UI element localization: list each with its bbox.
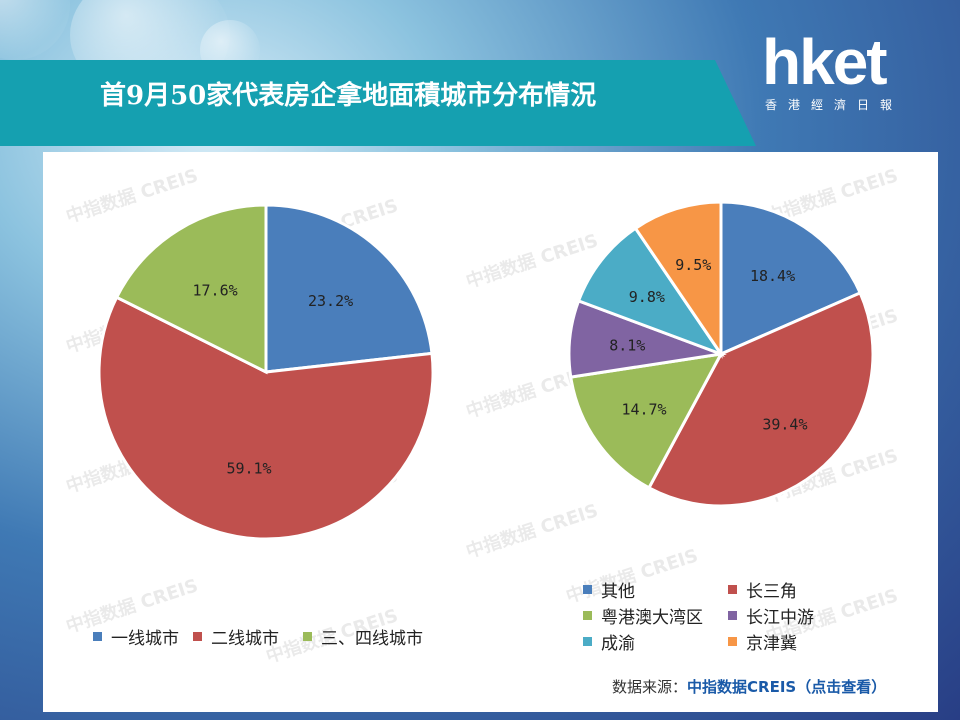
legend-swatch	[583, 611, 592, 620]
legend-swatch	[728, 585, 737, 594]
legend-item: 京津冀	[728, 629, 797, 654]
pie-charts: 23.2% 59.1% 17.6% 18.4% 39.4% 14.7% 8.1% 9.8% 9.…	[97, 200, 875, 541]
slice-data-label: 39.4%	[762, 415, 807, 433]
logo-subtitle: 香港經濟日報	[765, 98, 904, 112]
legend-label: 长江中游	[746, 608, 814, 628]
legend-swatch	[728, 637, 737, 646]
legend-label: 长三角	[746, 582, 797, 602]
source-prefix: 数据来源：	[612, 678, 688, 696]
slice-data-label: 59.1%	[226, 459, 271, 477]
pie-slice	[114, 203, 268, 375]
slice-data-label: 9.5%	[675, 256, 711, 274]
pie-slice	[576, 226, 725, 358]
legend-label: 成渝	[601, 634, 635, 654]
pie-slice	[264, 203, 434, 374]
hket-logo: hket 香港經濟日報	[762, 30, 922, 120]
legend-item: 粤港澳大湾区	[583, 603, 703, 628]
legend-label: 二线城市	[211, 629, 279, 649]
title-bar	[0, 60, 756, 146]
slice-data-label: 23.2%	[308, 292, 353, 310]
logo-text: hket	[762, 26, 888, 98]
legend-item: 成渝	[583, 629, 635, 654]
legend-label: 一线城市	[111, 629, 179, 649]
legend-item: 长三角	[728, 577, 797, 602]
pie-slice	[633, 200, 723, 359]
legend-swatch	[583, 637, 592, 646]
chart-panel: 中指数据 CREIS 中指数据 CREIS 中指数据 CREIS 中指数据 CR…	[43, 152, 938, 712]
legend-item: 三、四线城市	[303, 624, 423, 649]
legend-swatch	[93, 632, 102, 641]
source-link[interactable]: 中指数据CREIS（点击查看）	[687, 678, 887, 696]
pie-slice	[646, 290, 875, 508]
pie-slice	[719, 200, 863, 357]
pie-slice	[569, 352, 724, 490]
legend-label: 粤港澳大湾区	[601, 608, 703, 628]
legend-swatch	[303, 632, 312, 641]
legend-label: 三、四线城市	[321, 629, 423, 649]
legend-label: 其他	[601, 582, 635, 602]
slice-data-label: 18.4%	[750, 267, 795, 285]
legend-item: 二线城市	[193, 624, 279, 649]
legend-swatch	[728, 611, 737, 620]
pie-slice	[97, 295, 435, 541]
legend-swatch	[583, 585, 592, 594]
legend-label: 京津冀	[746, 634, 797, 654]
page-title: 首9月50家代表房企拿地面積城市分布情況	[100, 81, 597, 111]
legend-item: 其他	[583, 577, 635, 602]
data-source: 数据来源：中指数据CREIS（点击查看）	[612, 676, 886, 697]
legend-item: 长江中游	[728, 603, 814, 628]
slice-data-label: 17.6%	[193, 282, 238, 300]
slice-data-label: 9.8%	[629, 288, 665, 306]
legend-swatch	[193, 632, 202, 641]
slice-data-label: 8.1%	[609, 336, 645, 354]
slice-data-label: 14.7%	[621, 400, 666, 418]
legend-item: 一线城市	[93, 624, 179, 649]
